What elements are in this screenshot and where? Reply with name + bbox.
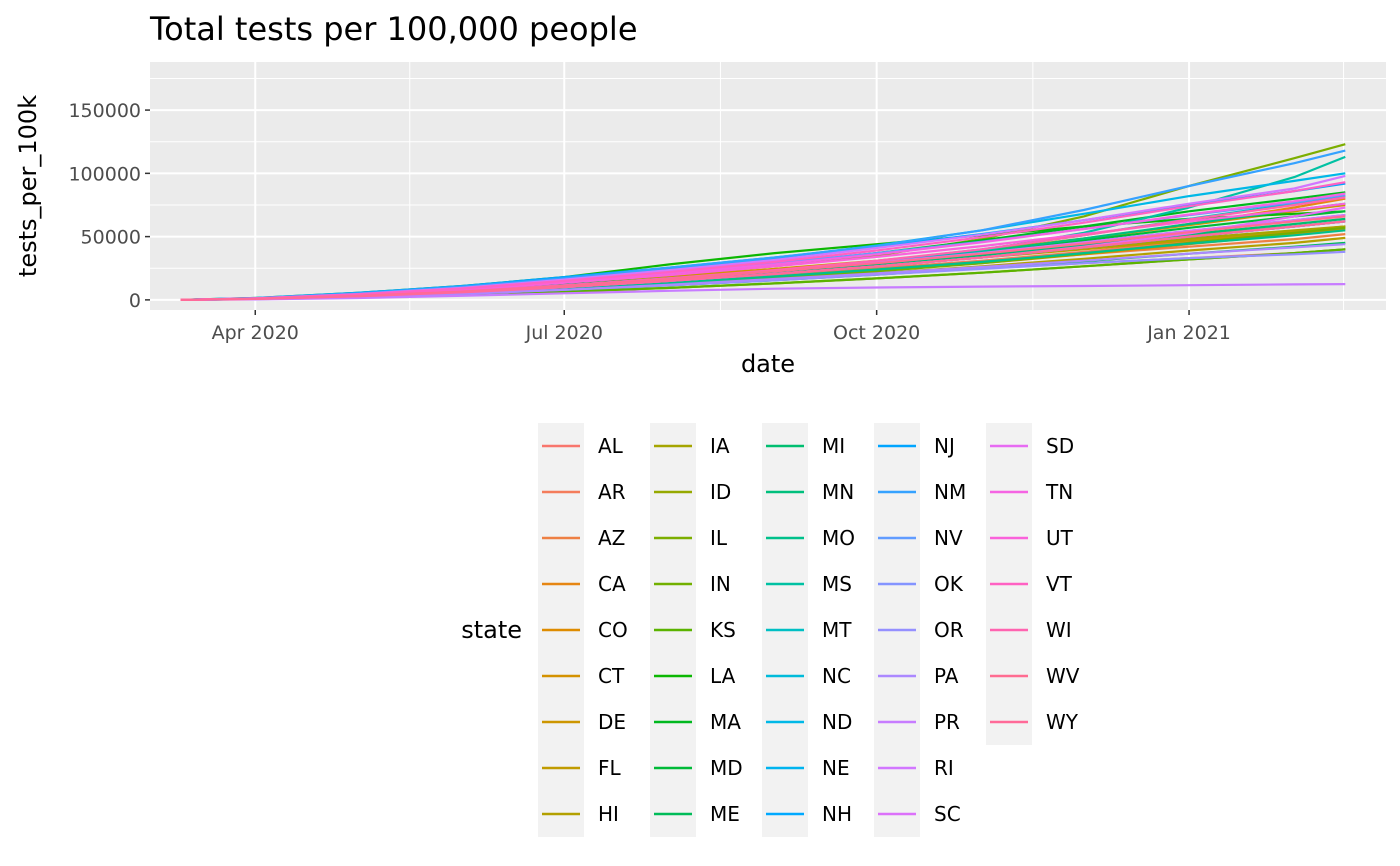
legend-label-PR: PR — [934, 710, 960, 734]
x-axis-title: date — [741, 350, 795, 378]
legend-label-TN: TN — [1045, 480, 1073, 504]
minor-gridlines — [150, 62, 1386, 310]
legend-label-WY: WY — [1046, 710, 1079, 734]
legend-label-HI: HI — [598, 802, 619, 826]
legend-label-NM: NM — [934, 480, 966, 504]
legend-label-MN: MN — [822, 480, 854, 504]
legend-label-IN: IN — [710, 572, 731, 596]
legend-label-IL: IL — [710, 526, 728, 550]
x-tick-label: Oct 2020 — [833, 322, 920, 344]
legend-label-KS: KS — [710, 618, 736, 642]
y-tick-label: 150000 — [68, 100, 141, 122]
legend-label-MD: MD — [710, 756, 743, 780]
x-tick-label: Jan 2021 — [1146, 322, 1231, 344]
y-tick-label: 100000 — [68, 163, 141, 185]
legend-label-VT: VT — [1046, 572, 1073, 596]
legend-label-PA: PA — [934, 664, 959, 688]
legend-label-AL: AL — [598, 434, 624, 458]
legend-label-SC: SC — [934, 802, 961, 826]
x-tick-label: Apr 2020 — [212, 322, 299, 344]
legend-label-OK: OK — [934, 572, 964, 596]
chart-title: Total tests per 100,000 people — [149, 10, 638, 48]
legend-label-AZ: AZ — [598, 526, 625, 550]
legend-title: state — [461, 616, 522, 644]
series-line-VT — [180, 181, 1346, 301]
y-tick-label: 0 — [129, 290, 141, 312]
legend-label-LA: LA — [710, 664, 736, 688]
y-tick-label: 50000 — [81, 227, 141, 249]
legend-label-WI: WI — [1046, 618, 1072, 642]
legend-label-CA: CA — [598, 572, 626, 596]
series-line-WY — [180, 220, 1346, 301]
x-axis: Apr 2020 Jul 2020 Oct 2020 Jan 2021 — [212, 310, 1231, 344]
y-axis: 0 50000 100000 150000 — [68, 100, 150, 312]
legend-label-CO: CO — [598, 618, 628, 642]
legend-label-SD: SD — [1046, 434, 1074, 458]
legend-label-NJ: NJ — [934, 434, 955, 458]
legend-label-RI: RI — [934, 756, 954, 780]
legend: AL AR AZ CA CO CT DE FL HI IA ID IL IN KS LA MA MD ME MI MN… — [538, 423, 1080, 837]
legend-label-ME: ME — [710, 802, 740, 826]
legend-label-MS: MS — [822, 572, 852, 596]
legend-label-OR: OR — [934, 618, 964, 642]
legend-label-MO: MO — [822, 526, 855, 550]
legend-label-NV: NV — [934, 526, 963, 550]
legend-label-WV: WV — [1046, 664, 1080, 688]
series-line-PR — [180, 283, 1346, 301]
legend-label-ND: ND — [822, 710, 852, 734]
legend-label-NH: NH — [822, 802, 852, 826]
legend-label-NE: NE — [822, 756, 850, 780]
legend-label-ID: ID — [710, 480, 731, 504]
legend-label-DE: DE — [598, 710, 626, 734]
legend-label-FL: FL — [598, 756, 622, 780]
legend-label-MI: MI — [822, 434, 845, 458]
legend-label-CT: CT — [598, 664, 625, 688]
y-axis-title: tests_per_100k — [14, 95, 42, 277]
legend-label-AR: AR — [598, 480, 626, 504]
legend-label-MT: MT — [822, 618, 852, 642]
legend-label-MA: MA — [710, 710, 741, 734]
x-tick-label: Jul 2020 — [525, 322, 603, 344]
series-lines — [180, 143, 1346, 301]
legend-label-IA: IA — [710, 434, 730, 458]
legend-label-NC: NC — [822, 664, 851, 688]
legend-label-UT: UT — [1046, 526, 1074, 550]
